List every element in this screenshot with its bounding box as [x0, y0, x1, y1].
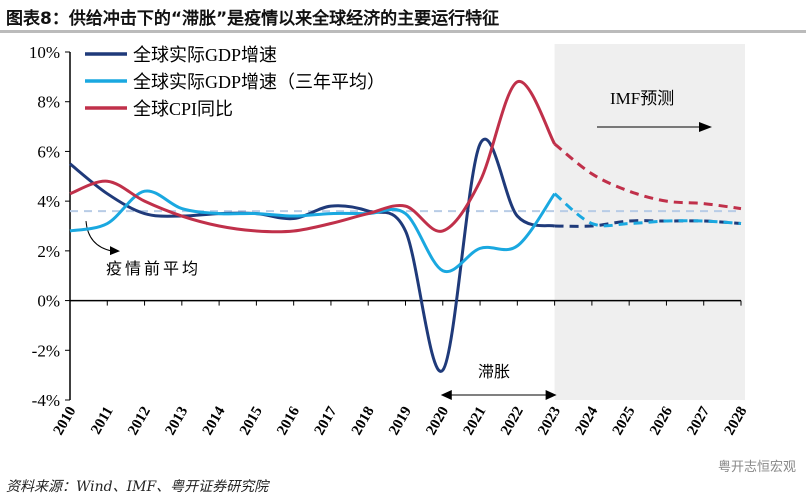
line-chart: -4%-2%0%2%4%6%8%10%2010 2011 2012 2013 2014 2…	[29, 43, 751, 438]
x-tick-label: 2021	[461, 404, 490, 438]
series-forecast-line-2	[553, 142, 742, 211]
x-tick-label: 2013	[162, 404, 191, 438]
y-tick-label: 6%	[37, 142, 60, 161]
source-note: 资料来源：Wind、IMF、粤开证券研究院	[6, 479, 269, 495]
forecast-label: IMF预测	[610, 89, 674, 108]
series-line-2	[69, 80, 556, 234]
x-tick-label: 2028	[722, 404, 751, 438]
x-tick-label: 2016	[274, 404, 303, 438]
x-tick-label: 2025	[610, 404, 639, 438]
y-tick-label: -2%	[32, 341, 60, 360]
legend-label: 全球CPI同比	[133, 99, 233, 119]
y-tick-label: 8%	[37, 93, 60, 112]
x-tick-label: 2026	[647, 404, 676, 438]
series-forecast-line-0	[554, 219, 742, 228]
x-tick-label: 2017	[312, 404, 341, 438]
arrowhead-icon	[440, 390, 452, 400]
reference-label: 疫情前平均	[106, 260, 201, 278]
x-tick-label: 2018	[349, 404, 378, 438]
y-tick-label: -4%	[32, 391, 60, 410]
arrowhead-icon	[699, 122, 712, 132]
x-tick-label: 2014	[200, 404, 229, 438]
y-tick-label: 2%	[37, 242, 60, 261]
x-tick-label: 2020	[423, 404, 452, 438]
x-tick-label: 2019	[386, 404, 415, 438]
x-tick-label: 2011	[88, 404, 116, 437]
arrowhead-icon	[110, 246, 120, 256]
y-tick-label: 4%	[37, 192, 60, 211]
legend-label: 全球实际GDP增速	[133, 45, 277, 65]
x-tick-label: 2027	[684, 404, 713, 438]
y-tick-label: 10%	[29, 43, 60, 62]
legend-label: 全球实际GDP增速（三年平均）	[133, 72, 385, 92]
x-tick-label: 2024	[572, 404, 601, 438]
divider	[0, 30, 806, 33]
series-line-0	[69, 137, 555, 373]
arrowhead-icon	[545, 390, 557, 400]
y-tick-label: 0%	[37, 292, 60, 311]
x-tick-label: 2022	[498, 404, 527, 438]
stagflation-label: 滞胀	[478, 363, 510, 381]
series-line-1	[69, 189, 556, 274]
x-tick-label: 2012	[125, 404, 154, 438]
watermark: 粤开志恒宏观	[717, 460, 796, 475]
x-tick-label: 2015	[237, 404, 266, 438]
x-tick-label: 2023	[535, 404, 564, 438]
chart-title: 图表8：供给冲击下的“滞胀”是疫情以来全球经济的主要运行特征	[6, 9, 500, 29]
reference-arrow	[85, 221, 113, 252]
